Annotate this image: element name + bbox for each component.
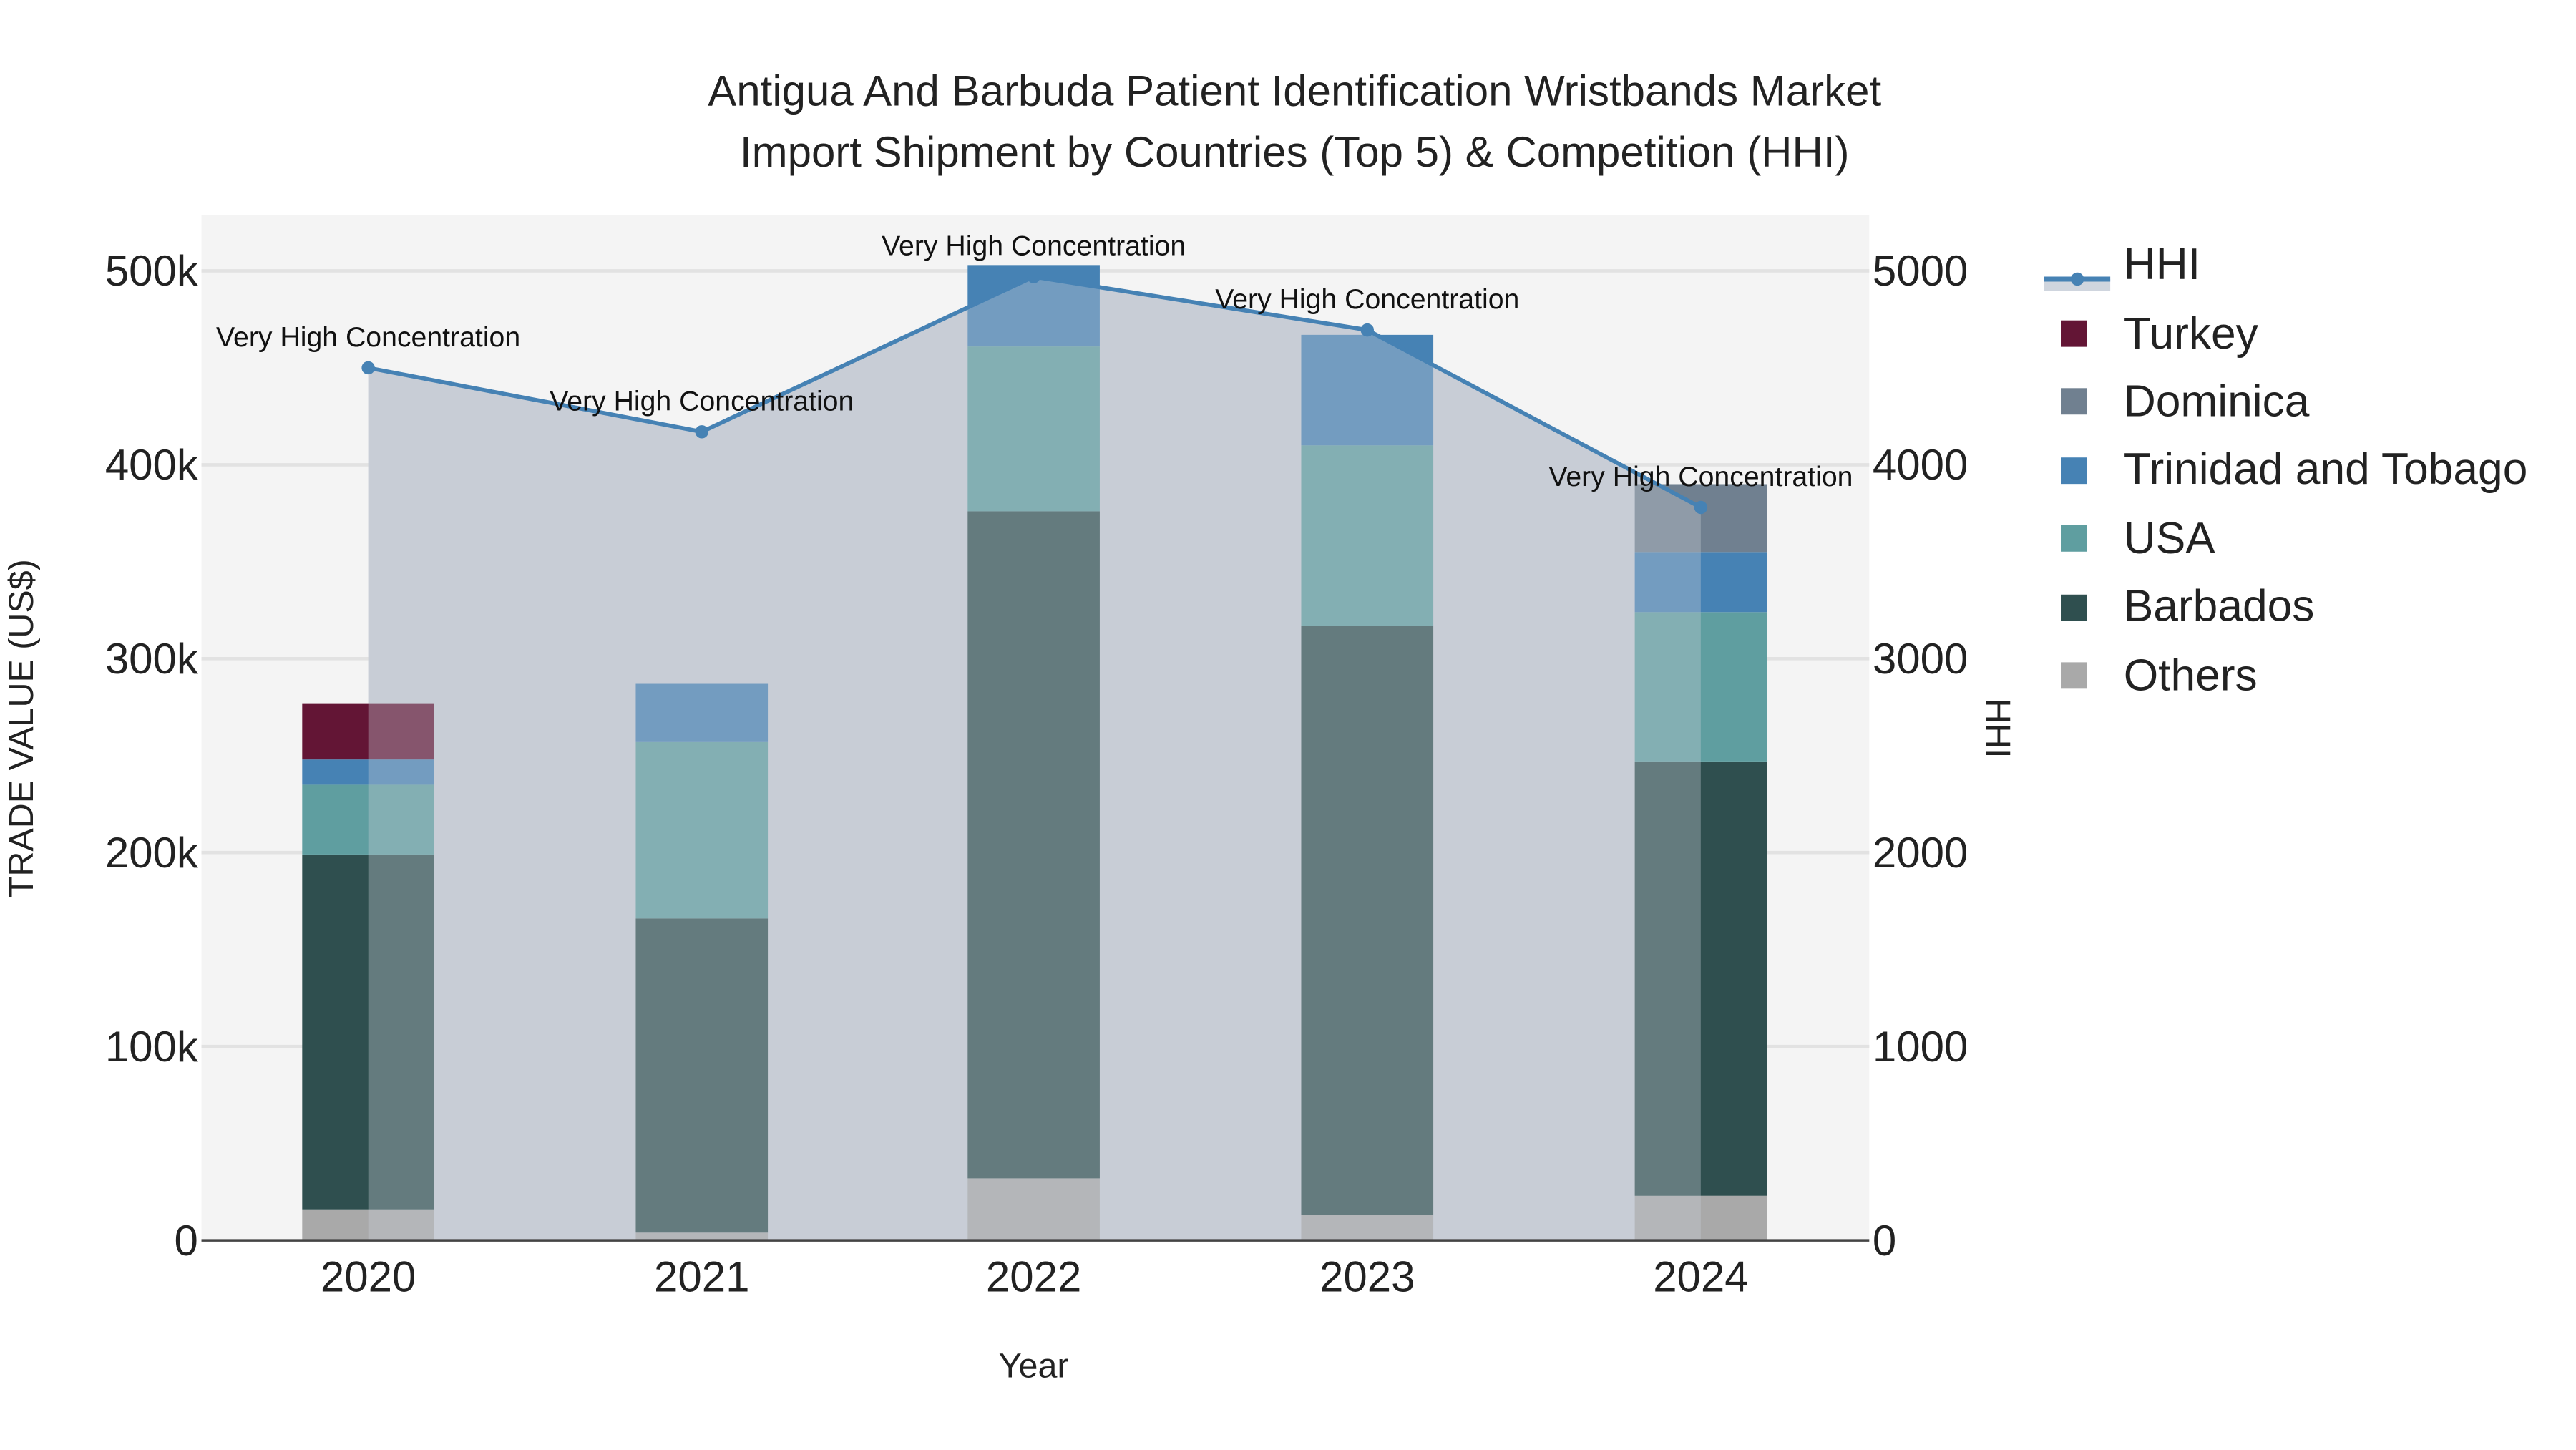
- legend: HHI Turkey Dominica Trinidad and Tobago USA B…: [2044, 231, 2527, 710]
- x-ticks: 2020 2021 2022 2023 2024: [321, 1253, 1749, 1301]
- bar-segment-others[interactable]: [302, 1209, 434, 1241]
- legend-item-usa[interactable]: USA: [2044, 505, 2527, 573]
- legend-label: Trinidad and Tobago: [2123, 444, 2528, 495]
- color-swatch-icon: [2061, 320, 2087, 347]
- y-right-axis-label: HHI: [1979, 699, 2017, 758]
- x-tick: 2020: [321, 1253, 416, 1301]
- line-marker-icon: [2044, 252, 2111, 291]
- bar-segment-others[interactable]: [1301, 1215, 1434, 1241]
- color-swatch-icon: [2061, 457, 2087, 484]
- color-swatch-icon: [2061, 662, 2087, 689]
- bar-stack-2022[interactable]: [967, 265, 1100, 1241]
- chart-title-line2: Import Shipment by Countries (Top 5) & C…: [739, 127, 1850, 177]
- y-right-ticks: 0 1000 2000 3000 4000 5000: [1873, 247, 1968, 1265]
- legend-item-turkey[interactable]: Turkey: [2044, 300, 2527, 369]
- hhi-point[interactable]: [1360, 323, 1375, 337]
- bar-stacks: [302, 265, 1767, 1241]
- y-left-tick: 100k: [105, 1023, 199, 1071]
- bar-stack-2024[interactable]: [1634, 484, 1767, 1241]
- hhi-area-overlay: [368, 276, 1701, 1241]
- bar-segment-trinidad-and-tobago[interactable]: [302, 759, 434, 785]
- x-tick: 2024: [1653, 1253, 1748, 1301]
- legend-label: HHI: [2123, 240, 2201, 290]
- color-swatch-icon: [2061, 593, 2087, 621]
- bar-segment-usa[interactable]: [635, 741, 769, 919]
- legend-label: USA: [2123, 513, 2215, 563]
- y-left-tick: 400k: [105, 441, 199, 489]
- bar-segment-others[interactable]: [635, 1232, 769, 1241]
- chart-title-line1: Antigua And Barbuda Patient Identificati…: [708, 66, 1882, 116]
- x-tick: 2022: [986, 1253, 1081, 1301]
- y-left-axis-label: TRADE VALUE (US$): [2, 559, 41, 897]
- legend-label: Turkey: [2123, 308, 2258, 358]
- bar-stack-2023[interactable]: [1301, 334, 1434, 1241]
- legend-item-trinidad-and-tobago[interactable]: Trinidad and Tobago: [2044, 437, 2527, 505]
- y-left-tick: 0: [175, 1217, 198, 1265]
- y-right-tick: 1000: [1873, 1023, 1968, 1071]
- y-right-tick: 4000: [1873, 441, 1968, 489]
- bar-segment-barbados[interactable]: [1634, 761, 1767, 1196]
- bar-stack-2021[interactable]: [635, 683, 769, 1241]
- bar-segment-others[interactable]: [967, 1178, 1100, 1241]
- legend-label: Dominica: [2123, 376, 2310, 427]
- y-right-tick: 5000: [1873, 247, 1968, 295]
- y-right-tick: 2000: [1873, 829, 1968, 877]
- hhi-annotations: Very High Concentration Very High Concent…: [216, 230, 1853, 492]
- bar-segment-trinidad-and-tobago[interactable]: [635, 683, 769, 742]
- legend-item-dominica[interactable]: Dominica: [2044, 368, 2527, 437]
- bar-segment-dominica[interactable]: [1634, 484, 1767, 553]
- hhi-point[interactable]: [695, 425, 709, 439]
- hhi-annotation: Very High Concentration: [882, 230, 1186, 262]
- bar-segment-barbados[interactable]: [635, 918, 769, 1233]
- bar-segment-usa[interactable]: [1301, 445, 1434, 626]
- hhi-point[interactable]: [1027, 270, 1040, 283]
- y-right-tick: 3000: [1873, 635, 1968, 683]
- bar-segment-barbados[interactable]: [967, 511, 1100, 1179]
- hhi-annotation: Very High Concentration: [1215, 283, 1519, 315]
- y-right-tick: 0: [1873, 1217, 1896, 1265]
- legend-label: Barbados: [2123, 581, 2315, 631]
- hhi-annotation: Very High Concentration: [216, 321, 520, 353]
- x-axis-label: Year: [999, 1347, 1069, 1386]
- x-tick: 2021: [654, 1253, 749, 1301]
- legend-item-others[interactable]: Others: [2044, 641, 2527, 710]
- x-tick: 2023: [1319, 1253, 1415, 1301]
- legend-item-hhi[interactable]: HHI: [2044, 231, 2527, 300]
- color-swatch-icon: [2061, 525, 2087, 553]
- legend-label: Others: [2123, 650, 2258, 700]
- y-left-ticks: 0 100k 200k 300k 400k 500k: [105, 247, 199, 1265]
- y-left-tick: 200k: [105, 829, 199, 877]
- hhi-point[interactable]: [1694, 500, 1708, 515]
- y-left-tick: 300k: [105, 635, 199, 683]
- bar-segment-turkey[interactable]: [302, 703, 434, 760]
- hhi-point[interactable]: [361, 361, 375, 375]
- bar-stack-2020[interactable]: [302, 703, 434, 1241]
- y-left-tick: 500k: [105, 247, 199, 295]
- bar-segment-barbados[interactable]: [1301, 626, 1434, 1215]
- bar-segment-others[interactable]: [1634, 1195, 1767, 1241]
- bar-segment-usa[interactable]: [1634, 612, 1767, 762]
- bar-segment-barbados[interactable]: [302, 854, 434, 1210]
- bar-segment-trinidad-and-tobago[interactable]: [1634, 552, 1767, 613]
- hhi-annotation: Very High Concentration: [550, 385, 854, 417]
- bar-segment-usa[interactable]: [967, 346, 1100, 512]
- bar-segment-usa[interactable]: [302, 784, 434, 855]
- hhi-annotation: Very High Concentration: [1548, 461, 1853, 492]
- color-swatch-icon: [2061, 389, 2087, 416]
- legend-item-barbados[interactable]: Barbados: [2044, 573, 2527, 642]
- hhi-markers: [361, 270, 1708, 515]
